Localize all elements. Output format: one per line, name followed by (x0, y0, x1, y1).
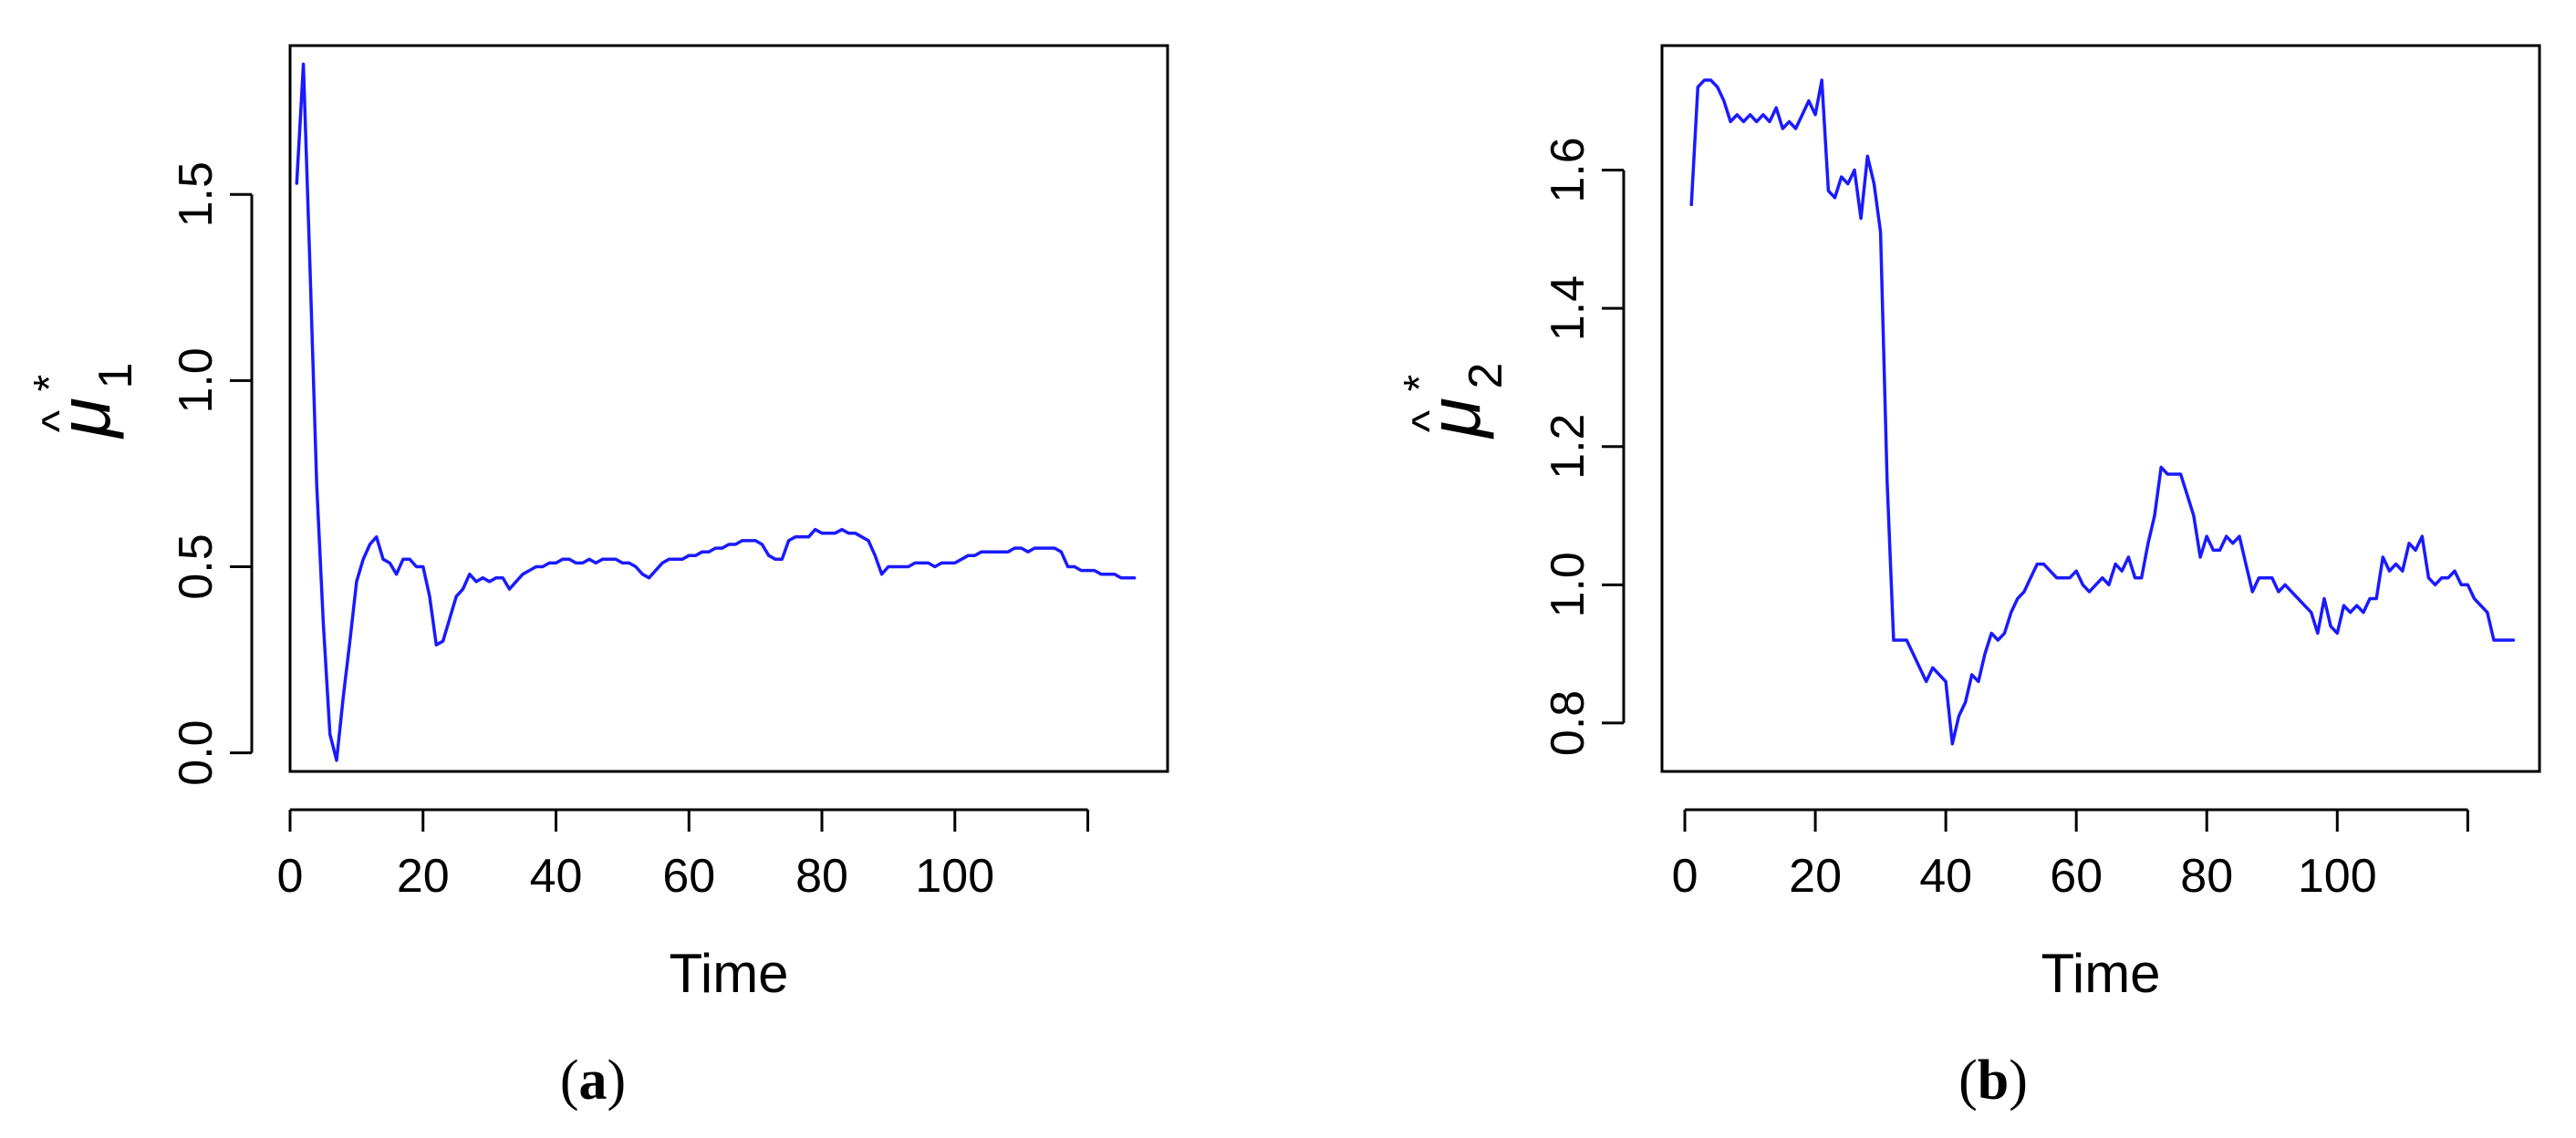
y-axis-title-symbol: μ (1414, 398, 1495, 440)
y-axis-title: μ^ * 2 (1396, 363, 1512, 440)
x-tick-label: 80 (2180, 850, 2233, 903)
x-tick-label: 60 (2050, 850, 2103, 903)
x-tick-label: 0 (1672, 850, 1698, 903)
x-axis-title: Time (669, 943, 788, 1004)
y-tick-label: 1.4 (1542, 275, 1594, 341)
y-axis: 0.8 1.0 1.2 1.4 1.6 (1542, 137, 1626, 756)
hat-accent: ^ (33, 409, 86, 432)
y-tick-label: 1.0 (1542, 552, 1594, 617)
x-tick-label: 20 (1789, 850, 1842, 903)
panel-label-letter: a (579, 1050, 608, 1112)
panel-label: (a) (560, 1050, 626, 1112)
panel-a-chart: 0 20 40 60 80 100 0.0 0.5 1.0 1.5 Time μ^ * 1 (a) (26, 44, 1169, 1112)
x-tick-label: 40 (1919, 850, 1972, 903)
y-axis-title-superscript: * (26, 375, 74, 392)
x-axis: 0 20 40 60 80 100 (1672, 808, 2469, 903)
x-tick-label: 100 (2298, 850, 2377, 903)
y-tick-label: 1.0 (170, 347, 223, 413)
y-axis: 0.0 0.5 1.0 1.5 (170, 161, 254, 786)
x-tick-label: 40 (530, 850, 583, 903)
y-tick-label: 1.5 (170, 161, 223, 227)
plot-frame (288, 44, 1169, 773)
y-axis-title-subscript: 2 (1459, 363, 1512, 389)
y-tick-label: 1.6 (1542, 137, 1594, 202)
y-tick-label: 0.5 (170, 533, 223, 599)
panel-label-open-paren: ( (560, 1050, 579, 1112)
y-tick-label: 0.0 (170, 719, 223, 785)
y-axis-title: μ^ * 1 (26, 363, 142, 440)
x-tick-label: 60 (662, 850, 715, 903)
x-tick-label: 100 (915, 850, 994, 903)
x-tick-label: 0 (277, 850, 304, 903)
panel-label: (b) (1958, 1050, 2028, 1112)
plot-frame (1660, 44, 2541, 773)
y-axis-title-symbol: μ (44, 398, 125, 440)
panel-label-close-paren: ) (608, 1050, 627, 1112)
x-axis-title: Time (2041, 943, 2160, 1004)
y-axis-title-subscript: 1 (89, 363, 142, 389)
y-tick-label: 0.8 (1542, 690, 1594, 756)
panel-label-letter: b (1978, 1050, 2009, 1112)
panel-label-open-paren: ( (1958, 1050, 1978, 1112)
series-line (295, 62, 1137, 762)
hat-accent: ^ (1403, 409, 1456, 432)
y-tick-label: 1.2 (1542, 414, 1594, 480)
panel-b-chart: 0 20 40 60 80 100 0.8 1.0 1.2 1.4 1.6 Time μ^ * 2 (b) (1396, 44, 2541, 1112)
x-tick-label: 20 (397, 850, 450, 903)
panel-label-close-paren: ) (2009, 1050, 2028, 1112)
y-axis-title-superscript: * (1396, 375, 1444, 392)
x-axis: 0 20 40 60 80 100 (277, 808, 1090, 903)
series-line (1689, 78, 2516, 746)
x-tick-label: 80 (795, 850, 848, 903)
